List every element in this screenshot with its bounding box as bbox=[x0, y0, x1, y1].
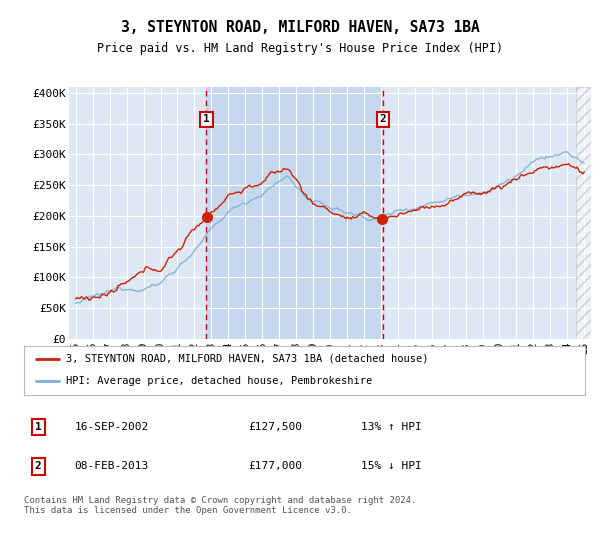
Text: Price paid vs. HM Land Registry's House Price Index (HPI): Price paid vs. HM Land Registry's House … bbox=[97, 42, 503, 55]
Text: 13% ↑ HPI: 13% ↑ HPI bbox=[361, 422, 421, 432]
Text: 16-SEP-2002: 16-SEP-2002 bbox=[74, 422, 149, 432]
Text: 2: 2 bbox=[35, 461, 41, 472]
Text: 08-FEB-2013: 08-FEB-2013 bbox=[74, 461, 149, 472]
Text: 1: 1 bbox=[203, 114, 210, 124]
Text: Contains HM Land Registry data © Crown copyright and database right 2024.
This d: Contains HM Land Registry data © Crown c… bbox=[24, 496, 416, 515]
Text: 15% ↓ HPI: 15% ↓ HPI bbox=[361, 461, 421, 472]
Text: £177,000: £177,000 bbox=[248, 461, 302, 472]
Bar bbox=[206, 87, 383, 339]
Text: 1: 1 bbox=[35, 422, 41, 432]
Text: £127,500: £127,500 bbox=[248, 422, 302, 432]
Text: 3, STEYNTON ROAD, MILFORD HAVEN, SA73 1BA (detached house): 3, STEYNTON ROAD, MILFORD HAVEN, SA73 1B… bbox=[66, 354, 428, 364]
Text: HPI: Average price, detached house, Pembrokeshire: HPI: Average price, detached house, Pemb… bbox=[66, 376, 373, 386]
Text: 3, STEYNTON ROAD, MILFORD HAVEN, SA73 1BA: 3, STEYNTON ROAD, MILFORD HAVEN, SA73 1B… bbox=[121, 20, 479, 35]
Bar bbox=[576, 87, 600, 339]
Text: 2: 2 bbox=[379, 114, 386, 124]
